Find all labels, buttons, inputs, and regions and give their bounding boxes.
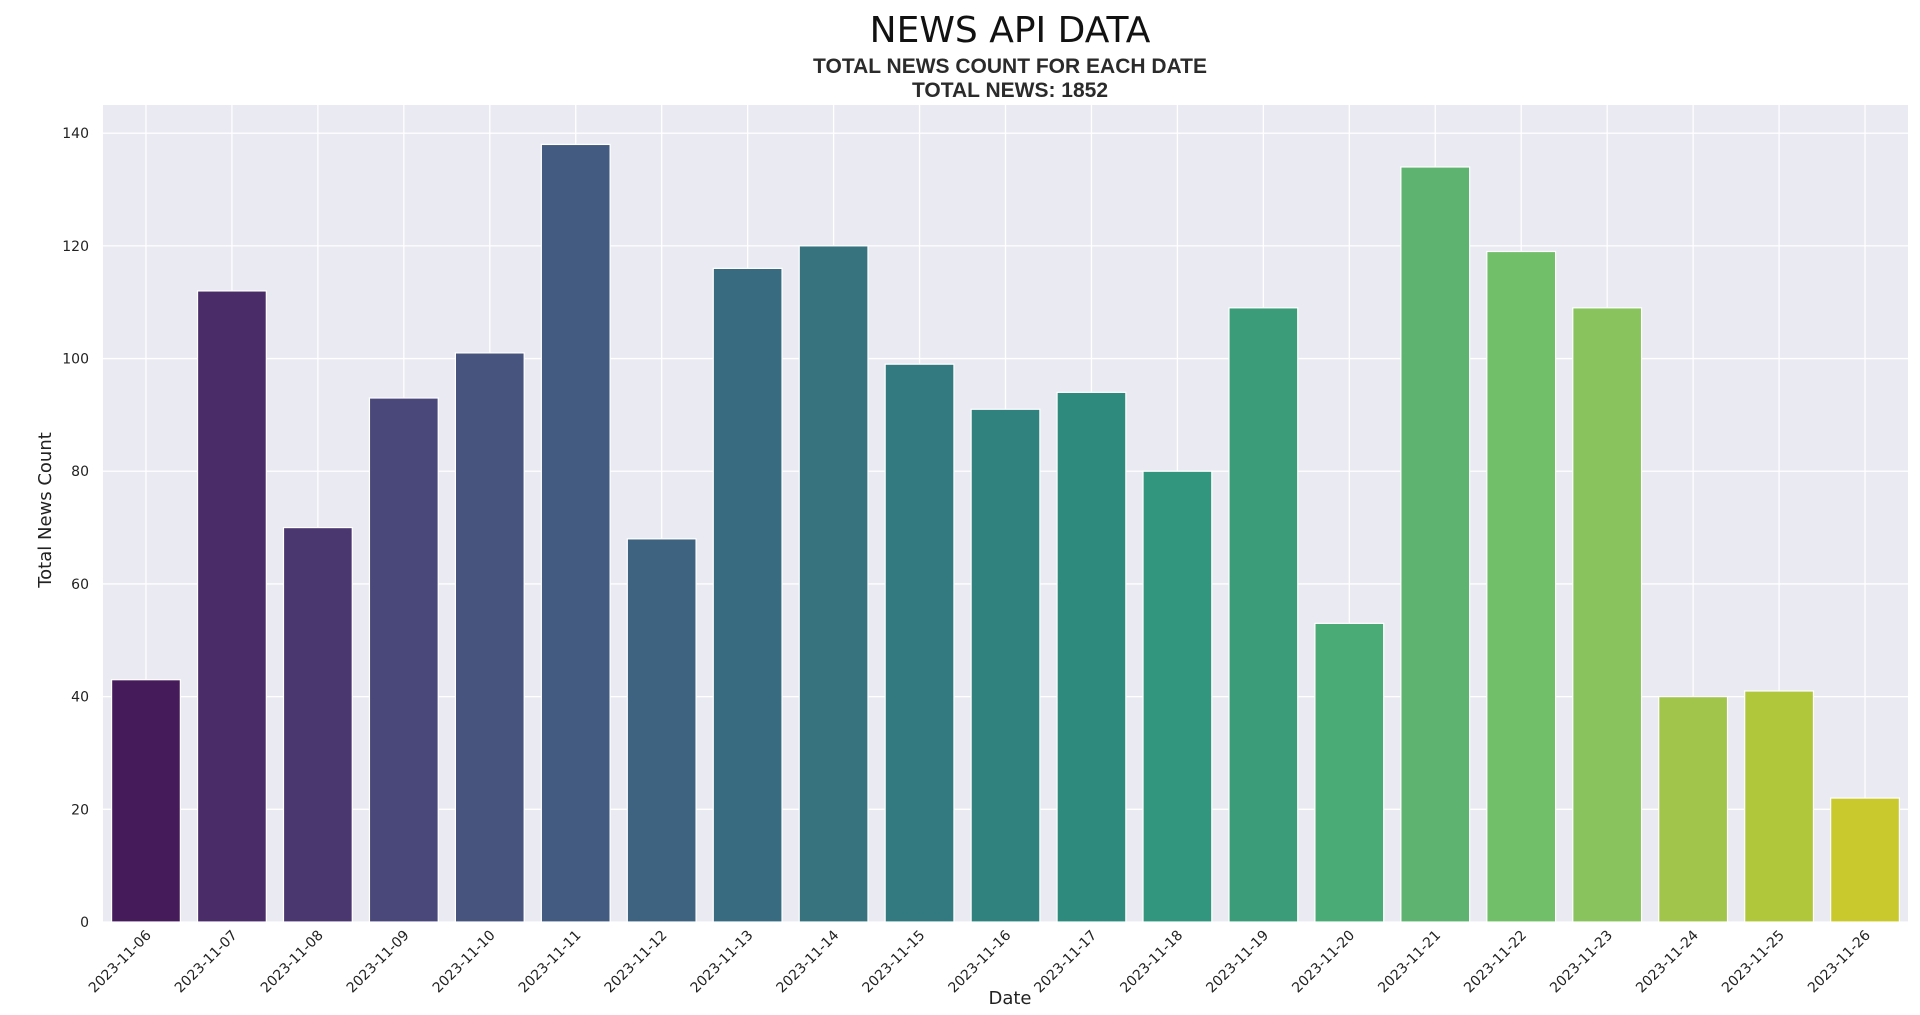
bar-2023-11-22 xyxy=(1486,250,1557,923)
x-tick-label: 2023-11-18 xyxy=(1117,928,1186,997)
x-tick-label: 2023-11-24 xyxy=(1633,927,1702,996)
x-tick-label: 2023-11-19 xyxy=(1203,928,1272,997)
x-tick-label: 2023-11-10 xyxy=(430,928,499,997)
bar-2023-11-07 xyxy=(196,290,267,923)
y-tick-label: 140 xyxy=(62,126,89,142)
bar-2023-11-14 xyxy=(798,245,869,923)
y-tick-label: 60 xyxy=(71,577,89,593)
bar-2023-11-17 xyxy=(1056,391,1127,923)
x-tick-label: 2023-11-06 xyxy=(86,927,155,996)
x-tick-label: 2023-11-26 xyxy=(1805,927,1874,996)
y-tick-label: 0 xyxy=(80,915,89,931)
x-tick-label: 2023-11-09 xyxy=(344,928,413,997)
bar-2023-11-09 xyxy=(368,397,439,923)
y-axis-ticks: 0 20 40 60 80 100 120 140 xyxy=(62,126,89,931)
bar-2023-11-24 xyxy=(1658,696,1729,923)
bar-2023-11-11 xyxy=(540,143,611,923)
x-tick-label: 2023-11-20 xyxy=(1289,928,1358,997)
y-tick-label: 40 xyxy=(71,690,89,706)
y-tick-label: 20 xyxy=(71,802,89,818)
bar-2023-11-23 xyxy=(1572,307,1643,923)
chart-subtitle-line1: TOTAL NEWS COUNT FOR EACH DATE xyxy=(813,55,1207,78)
bar-2023-11-26 xyxy=(1830,797,1901,923)
x-tick-label: 2023-11-21 xyxy=(1375,928,1444,997)
bar-2023-11-21 xyxy=(1400,166,1471,923)
x-tick-label: 2023-11-23 xyxy=(1547,928,1616,997)
bar-2023-11-12 xyxy=(626,538,697,923)
x-tick-label: 2023-11-14 xyxy=(774,927,843,996)
bars xyxy=(110,143,1901,923)
x-tick-label: 2023-11-15 xyxy=(860,928,929,997)
y-tick-label: 100 xyxy=(62,352,89,368)
bar-2023-11-15 xyxy=(884,363,955,923)
y-tick-label: 120 xyxy=(62,239,89,255)
x-axis-ticks: 2023-11-06 2023-11-07 2023-11-08 2023-11-09… xyxy=(86,927,1874,996)
bar-2023-11-20 xyxy=(1314,622,1385,923)
x-tick-label: 2023-11-16 xyxy=(945,927,1014,996)
x-tick-label: 2023-11-13 xyxy=(688,928,757,997)
bar-2023-11-06 xyxy=(110,679,181,923)
bar-2023-11-16 xyxy=(970,408,1041,923)
x-tick-label: 2023-11-11 xyxy=(516,928,585,997)
x-tick-label: 2023-11-17 xyxy=(1031,928,1100,997)
bar-2023-11-18 xyxy=(1142,470,1213,923)
bar-2023-11-25 xyxy=(1744,690,1815,923)
x-axis-label: Date xyxy=(988,988,1031,1009)
x-tick-label: 2023-11-25 xyxy=(1719,928,1788,997)
bar-2023-11-10 xyxy=(454,352,525,923)
bar-2023-11-08 xyxy=(282,526,353,923)
chart-title: NEWS API DATA xyxy=(870,10,1151,51)
y-axis-label: Total News Count xyxy=(35,432,56,589)
y-tick-label: 80 xyxy=(71,464,89,480)
x-tick-label: 2023-11-08 xyxy=(258,928,327,997)
x-tick-label: 2023-11-07 xyxy=(172,928,241,997)
chart-subtitle-line2: TOTAL NEWS: 1852 xyxy=(912,79,1108,102)
bar-2023-11-13 xyxy=(712,267,783,923)
x-tick-label: 2023-11-12 xyxy=(602,928,671,997)
x-tick-label: 2023-11-22 xyxy=(1461,928,1530,997)
bar-2023-11-19 xyxy=(1228,307,1299,923)
